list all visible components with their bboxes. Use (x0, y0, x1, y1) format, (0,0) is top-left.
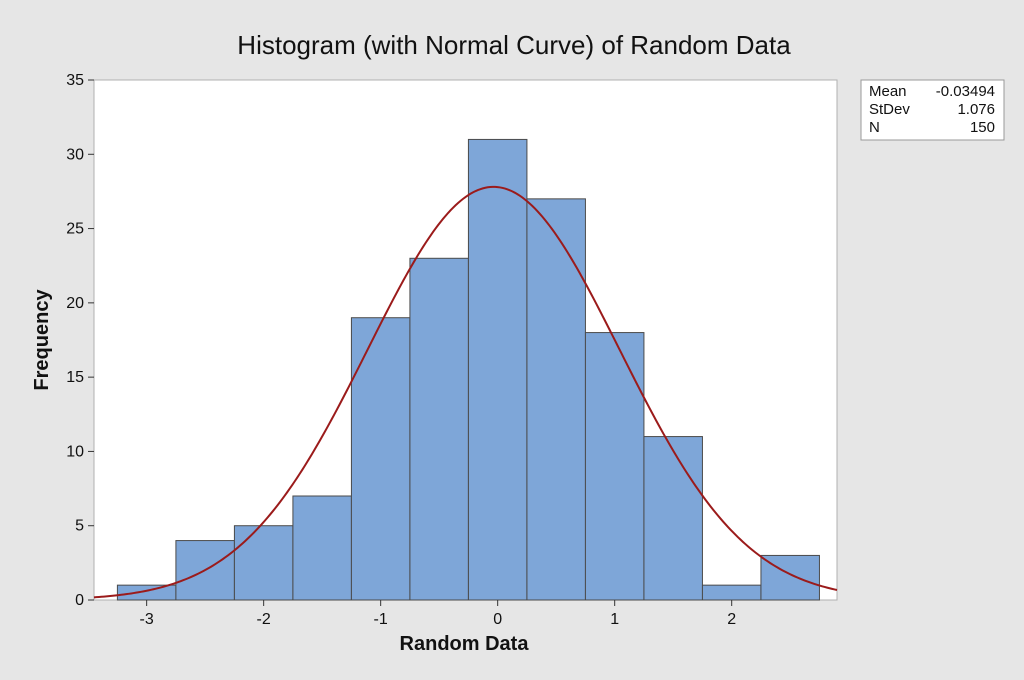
stats-box: Mean -0.03494 StDev 1.076 N 150 (860, 79, 1005, 141)
histogram-bar (116, 584, 177, 601)
stats-box-frame (860, 79, 1005, 141)
histogram-bar (233, 525, 294, 601)
stat-n-value: 150 (970, 119, 995, 136)
x-axis: -3 -2 -1 0 1 2 (140, 600, 736, 628)
y-tick-label: 0 (75, 592, 84, 609)
y-tick-label: 15 (66, 369, 84, 386)
stat-stdev-label: StDev (869, 101, 910, 118)
histogram-bar (409, 257, 469, 601)
x-tick-label: -3 (140, 611, 154, 628)
y-tick-label: 20 (66, 295, 84, 312)
histogram-bar (467, 138, 528, 601)
x-tick-label: 1 (610, 611, 619, 628)
bars-group (116, 138, 820, 601)
normal-curve (93, 185, 838, 599)
histogram-bar (701, 584, 762, 601)
histogram-bar (526, 198, 586, 601)
y-axis: 0 5 10 15 20 25 30 35 (66, 72, 94, 609)
x-axis-label: Random Data (400, 633, 530, 655)
y-tick-label: 10 (66, 443, 84, 460)
x-tick-label: 2 (727, 611, 736, 628)
histogram-bar (350, 317, 411, 601)
y-axis-label: Frequency (31, 289, 53, 391)
x-tick-label: -2 (257, 611, 271, 628)
y-tick-label: 5 (75, 518, 84, 535)
histogram-bar (584, 332, 645, 601)
y-tick-label: 25 (66, 221, 84, 238)
stat-stdev-value: 1.076 (957, 101, 995, 118)
x-tick-label: 0 (493, 611, 502, 628)
stat-mean-label: Mean (869, 83, 907, 100)
y-tick-label: 35 (66, 72, 84, 89)
stat-mean-value: -0.03494 (936, 83, 995, 100)
y-tick-label: 30 (66, 146, 84, 163)
x-tick-label: -1 (374, 611, 388, 628)
stat-n-label: N (869, 119, 880, 136)
histogram-bar (292, 495, 352, 601)
histogram-bar (643, 436, 703, 601)
chart-title: Histogram (with Normal Curve) of Random … (237, 30, 791, 60)
